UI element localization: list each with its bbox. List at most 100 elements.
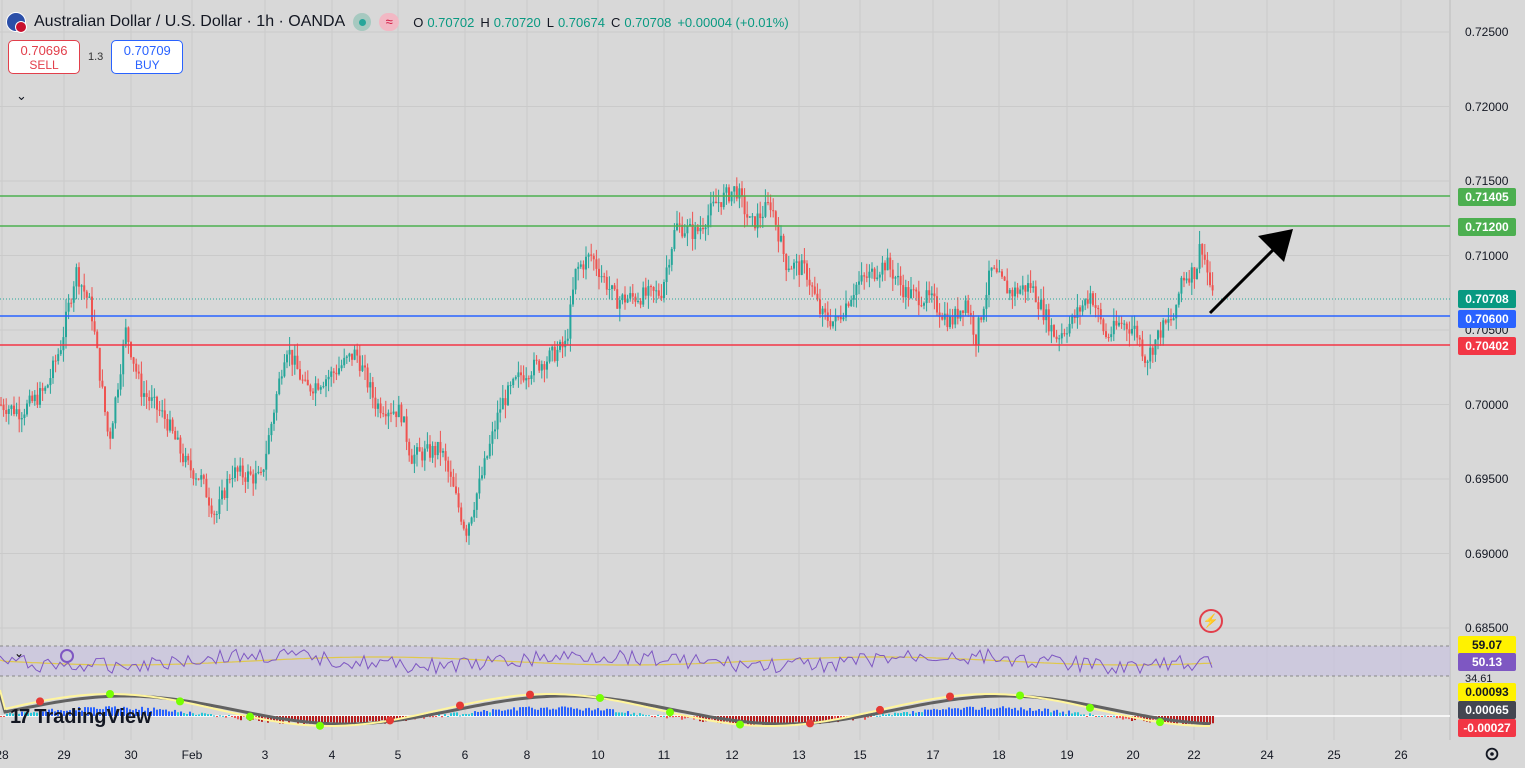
macd-histogram-bar (9, 712, 11, 716)
macd-histogram-bar (300, 716, 302, 723)
macd-histogram-bar (318, 716, 320, 723)
candle-body (709, 203, 712, 216)
candle-body (839, 316, 842, 320)
time-tick-label: 6 (461, 748, 469, 762)
macd-histogram-bar (897, 713, 899, 716)
macd-histogram-bar (1146, 716, 1148, 722)
candle-body (980, 317, 983, 320)
macd-histogram-bar (1068, 710, 1070, 716)
sell-button[interactable]: 0.70696 SELL (8, 40, 80, 74)
macd-histogram-bar (1194, 716, 1196, 723)
macd-histogram-bar (1086, 716, 1088, 717)
candle-body (972, 315, 975, 335)
macd-histogram-bar (195, 714, 197, 716)
macd-histogram-bar (747, 716, 749, 725)
candle-body (366, 367, 369, 388)
candle-body (2, 404, 5, 411)
candle-body (946, 313, 949, 328)
candle-body (241, 465, 244, 478)
macd-cross-dot (736, 720, 744, 729)
macd-histogram-bar (1017, 710, 1019, 716)
candle-body (491, 431, 494, 444)
candle-body (166, 418, 169, 431)
candle-body (434, 445, 437, 456)
candle-body (192, 470, 195, 479)
macd-histogram-bar (1065, 714, 1067, 716)
candle-body (205, 478, 208, 498)
tradingview-mark-icon: 17 (10, 706, 30, 728)
settings-gear-icon[interactable] (1483, 745, 1501, 763)
macd-histogram-bar (1203, 716, 1205, 726)
time-tick-label: 19 (1060, 748, 1074, 762)
macd-histogram-bar (870, 716, 872, 717)
macd-histogram-bar (657, 714, 659, 716)
alert-bolt-icon[interactable]: ⚡ (1199, 609, 1223, 633)
macd-histogram-bar (177, 712, 179, 716)
candle-body (819, 299, 821, 315)
rsi-sync-icon (60, 649, 74, 663)
candle-body (379, 403, 382, 414)
buy-button[interactable]: 0.70709 BUY (111, 40, 184, 74)
candle-body (1053, 325, 1055, 337)
candle-body (382, 413, 385, 415)
macd-histogram-bar (225, 716, 227, 718)
candle-body (657, 290, 660, 296)
candle-body (405, 416, 408, 442)
candle-body (1027, 283, 1029, 292)
candle-body (720, 202, 723, 208)
macd-histogram-bar (330, 716, 332, 723)
macd-histogram-bar (474, 711, 476, 716)
macd-histogram-bar (15, 713, 17, 716)
candle-body (452, 476, 455, 487)
macd-histogram-bar (186, 713, 188, 716)
macd-histogram-bar (1047, 708, 1049, 716)
candle-body (338, 368, 340, 375)
candle-body (967, 300, 970, 313)
indicator-wave-icon[interactable]: ≈ (379, 13, 400, 31)
macd-cross-dot (176, 697, 184, 706)
candle-body (751, 216, 754, 218)
candle-body (418, 447, 421, 452)
macd-histogram-bar (672, 716, 674, 718)
candle-body (543, 364, 546, 370)
macd-cross-dot (876, 705, 884, 714)
candle-body (634, 296, 637, 302)
candle-body (358, 355, 361, 371)
macd-histogram-bar (1104, 715, 1106, 717)
candle-body (36, 394, 39, 405)
macd-histogram-bar (378, 716, 380, 724)
macd-histogram-bar (243, 716, 245, 717)
macd-histogram-bar (981, 707, 983, 716)
macd-histogram-bar (306, 716, 308, 724)
symbol-title[interactable]: Australian Dollar / U.S. Dollar · 1h · O… (34, 13, 346, 30)
candle-body (977, 317, 980, 345)
macd-pane (0, 689, 1450, 730)
candle-body (1014, 287, 1016, 297)
macd-histogram-bar (111, 707, 113, 716)
time-tick-label: 24 (1260, 748, 1274, 762)
macd-histogram-bar (972, 706, 974, 716)
candle-body (956, 308, 959, 319)
macd-histogram-bar (1131, 716, 1133, 721)
macd-histogram-bar (555, 709, 557, 716)
candle-body (174, 430, 177, 440)
market-open-icon[interactable] (353, 13, 372, 31)
macd-histogram-bar (1011, 708, 1013, 716)
candle-body (1110, 334, 1113, 338)
macd-histogram-bar (963, 707, 965, 716)
time-tick-label: 11 (657, 748, 671, 762)
macd-histogram-bar (213, 715, 215, 717)
rsi-collapse-chevron-icon[interactable]: ⌄ (14, 646, 25, 660)
macd-cross-dot (456, 701, 464, 710)
macd-histogram-bar (1035, 710, 1037, 716)
macd-histogram-bar (594, 709, 596, 716)
candle-body (501, 398, 504, 410)
macd-cross-dot (806, 719, 814, 728)
candle-body (1071, 315, 1074, 324)
collapse-chevron-icon[interactable]: ⌄ (16, 88, 27, 103)
candle-body (1016, 287, 1019, 294)
candle-body (733, 186, 736, 192)
macd-histogram-bar (882, 713, 884, 716)
